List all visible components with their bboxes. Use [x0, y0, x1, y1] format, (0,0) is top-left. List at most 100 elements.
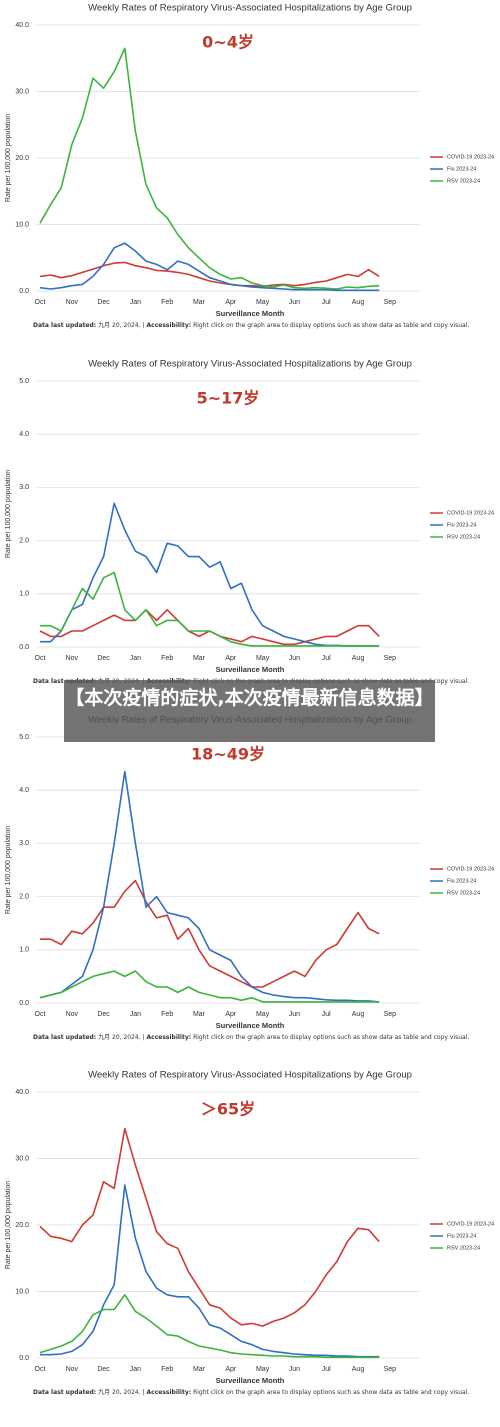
chart-panel: Weekly Rates of Respiratory Virus-Associ… [5, 3, 494, 329]
y-tick-label: 20.0 [15, 155, 29, 162]
series-line [39, 1294, 380, 1359]
y-tick-label: 0.0 [19, 288, 29, 295]
footer-note: Data last updated: 九月 20, 2024. | Access… [33, 1033, 469, 1041]
x-tick-label: Mar [193, 1366, 206, 1373]
x-tick-label: Nov [66, 299, 79, 306]
y-tick-label: 0.0 [19, 1355, 29, 1362]
y-tick-label: 40.0 [15, 1089, 29, 1096]
x-tick-label: Mar [193, 299, 206, 306]
legend-label: RSV 2023-24 [447, 534, 480, 540]
x-tick-label: Feb [161, 655, 173, 662]
x-tick-label: Jan [130, 1011, 141, 1018]
chart-panel: Weekly Rates of Respiratory Virus-Associ… [5, 1070, 494, 1396]
x-tick-label: Jul [322, 655, 331, 662]
y-tick-label: 5.0 [19, 378, 29, 385]
x-tick-label: May [256, 1366, 270, 1373]
x-tick-label: Dec [97, 655, 110, 662]
x-tick-label: May [256, 655, 270, 662]
footer-part: Accessibility: [147, 1034, 192, 1041]
x-tick-label: Sep [384, 1366, 397, 1373]
y-tick-label: 5.0 [19, 734, 29, 741]
x-tick-label: May [256, 299, 270, 306]
y-axis-label: Rate per 100,000 population [5, 114, 12, 202]
x-tick-label: Jul [322, 1011, 331, 1018]
series-line [40, 879, 380, 988]
series-line [40, 502, 380, 647]
x-tick-label: Apr [225, 299, 237, 306]
legend-label: Flu 2023-24 [447, 1233, 476, 1239]
x-tick-label: Feb [161, 1366, 173, 1373]
x-tick-label: Oct [35, 1366, 46, 1373]
legend-label: Flu 2023-24 [447, 166, 476, 172]
x-tick-label: Jun [289, 299, 300, 306]
x-tick-label: Jun [289, 655, 300, 662]
x-axis-label: Surveillance Month [216, 309, 285, 318]
y-tick-label: 4.0 [19, 787, 29, 794]
series-line [39, 242, 380, 292]
x-tick-label: Jan [130, 655, 141, 662]
legend-label: RSV 2023-24 [447, 178, 480, 184]
x-tick-label: Apr [225, 1366, 237, 1373]
legend-label: RSV 2023-24 [447, 1245, 480, 1251]
legend-label: COVID-19 2023-24 [447, 510, 494, 516]
banner: 【本次疫情的症状,本次疫情最新信息数据】 [64, 680, 435, 742]
footer-part: Right click on the graph area to display… [191, 1034, 469, 1041]
chart-panel: Weekly Rates of Respiratory Virus-Associ… [5, 359, 494, 685]
x-tick-label: Jan [130, 1366, 141, 1373]
footer-part: Data last updated: [33, 1389, 96, 1396]
x-tick-label: Aug [352, 1366, 365, 1373]
y-tick-label: 2.0 [19, 893, 29, 900]
y-tick-label: 10.0 [15, 221, 29, 228]
series-line [39, 770, 380, 1003]
footer-part: Right click on the graph area to display… [191, 1389, 469, 1396]
y-tick-label: 1.0 [19, 947, 29, 954]
x-tick-label: Jan [130, 299, 141, 306]
legend-label: RSV 2023-24 [447, 890, 480, 896]
x-tick-label: Jul [322, 1366, 331, 1373]
y-tick-label: 0.0 [19, 644, 29, 651]
chart-subtitle: 5~17岁 [197, 389, 260, 408]
footer-note: Data last updated: 九月 20, 2024. | Access… [33, 321, 469, 329]
x-tick-label: Oct [35, 655, 46, 662]
footer-part: Data last updated: [33, 1034, 96, 1041]
x-tick-label: Aug [352, 655, 365, 662]
y-tick-label: 40.0 [15, 22, 29, 29]
y-tick-label: 30.0 [15, 1155, 29, 1162]
y-tick-label: 3.0 [19, 840, 29, 847]
x-axis-label: Surveillance Month [216, 665, 285, 674]
x-tick-label: Nov [66, 1366, 79, 1373]
series-line [39, 261, 380, 288]
y-tick-label: 20.0 [15, 1222, 29, 1229]
legend-label: COVID-19 2023-24 [447, 866, 494, 872]
footer-part: 九月 20, 2024. | [96, 1388, 146, 1396]
footer-part: 九月 20, 2024. | [96, 1033, 146, 1041]
x-tick-label: Dec [97, 1011, 110, 1018]
y-tick-label: 10.0 [15, 1288, 29, 1295]
x-tick-label: Mar [193, 655, 206, 662]
x-axis-label: Surveillance Month [216, 1021, 285, 1030]
chart-title: Weekly Rates of Respiratory Virus-Associ… [88, 1070, 412, 1081]
x-tick-label: Oct [35, 1011, 46, 1018]
chart-subtitle: 0~4岁 [202, 33, 254, 52]
footer-part: 九月 20, 2024. | [96, 321, 146, 329]
x-tick-label: Sep [384, 655, 397, 662]
series-line [39, 47, 380, 290]
x-tick-label: Oct [35, 299, 46, 306]
x-tick-label: Dec [97, 299, 110, 306]
y-axis-label: Rate per 100,000 population [5, 470, 12, 558]
x-tick-label: Mar [193, 1011, 206, 1018]
y-tick-label: 0.0 [19, 1000, 29, 1007]
x-tick-label: Jun [289, 1366, 300, 1373]
x-tick-label: Apr [225, 1011, 237, 1018]
x-tick-label: Aug [352, 299, 365, 306]
x-axis-label: Surveillance Month [216, 1376, 285, 1385]
x-tick-label: Feb [161, 299, 173, 306]
y-tick-label: 3.0 [19, 484, 29, 491]
y-tick-label: 2.0 [19, 537, 29, 544]
legend-label: COVID-19 2023-24 [447, 154, 494, 160]
x-tick-label: Aug [352, 1011, 365, 1018]
x-tick-label: Sep [384, 299, 397, 306]
y-tick-label: 1.0 [19, 591, 29, 598]
footer-part: Accessibility: [147, 1389, 192, 1396]
